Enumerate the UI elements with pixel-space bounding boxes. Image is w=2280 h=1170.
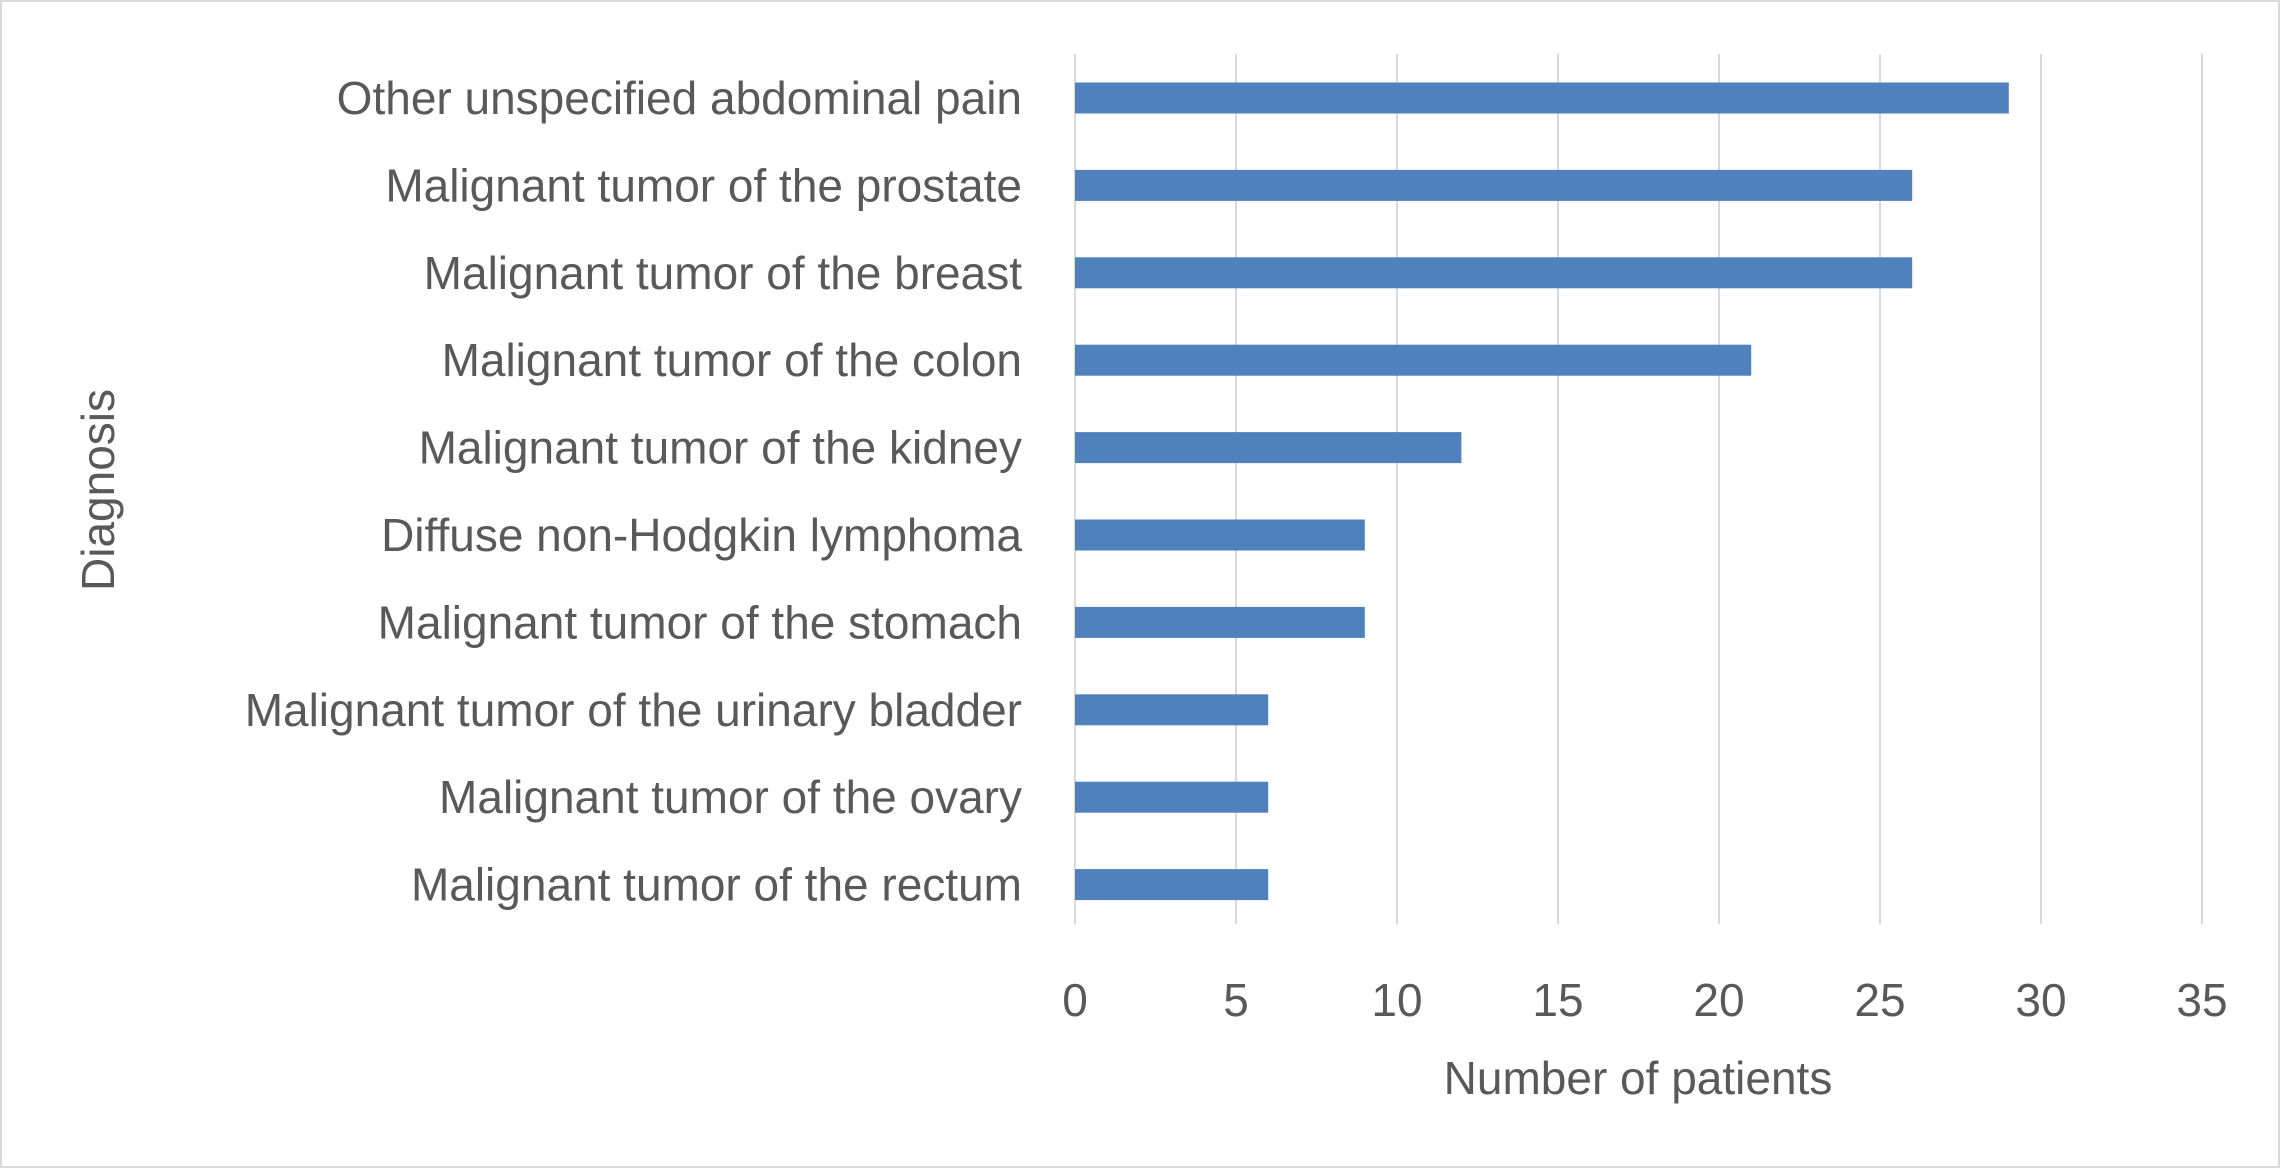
bar: [1075, 869, 1269, 901]
y-axis-title: Diagnosis: [72, 389, 124, 591]
x-tick-label: 20: [1693, 974, 1744, 1026]
x-axis-title: Number of patients: [1444, 1052, 1833, 1104]
bar: [1075, 344, 1752, 376]
bar: [1075, 694, 1269, 726]
x-tick-label: 10: [1371, 974, 1422, 1026]
category-label: Malignant tumor of the prostate: [385, 159, 1022, 211]
bar: [1075, 257, 1913, 289]
category-label: Other unspecified abdominal pain: [337, 72, 1022, 124]
bar: [1075, 606, 1365, 638]
x-tick-label: 5: [1223, 974, 1249, 1026]
category-label: Malignant tumor of the ovary: [439, 771, 1022, 823]
category-label: Malignant tumor of the stomach: [378, 596, 1022, 648]
category-label: Malignant tumor of the urinary bladder: [245, 684, 1022, 736]
category-labels: Other unspecified abdominal pain Malignan…: [245, 72, 1023, 911]
x-tick-label: 35: [2176, 974, 2227, 1026]
category-label: Malignant tumor of the colon: [442, 334, 1022, 386]
category-label: Malignant tumor of the breast: [424, 247, 1023, 299]
x-tick-label: 30: [2015, 974, 2066, 1026]
bar: [1075, 432, 1462, 464]
category-label: Malignant tumor of the rectum: [411, 859, 1022, 911]
bars: [1075, 82, 2009, 901]
x-tick-label: 15: [1532, 974, 1583, 1026]
x-tick-labels: 0 5 10 15 20 25 30 35: [1062, 974, 2227, 1026]
category-label: Diffuse non-Hodgkin lymphoma: [381, 509, 1022, 561]
category-label: Malignant tumor of the kidney: [419, 422, 1022, 474]
bar: [1075, 781, 1269, 813]
bar: [1075, 519, 1365, 551]
bar: [1075, 169, 1913, 201]
x-tick-label: 25: [1854, 974, 1905, 1026]
x-tick-label: 0: [1062, 974, 1088, 1026]
bar: [1075, 82, 2009, 114]
